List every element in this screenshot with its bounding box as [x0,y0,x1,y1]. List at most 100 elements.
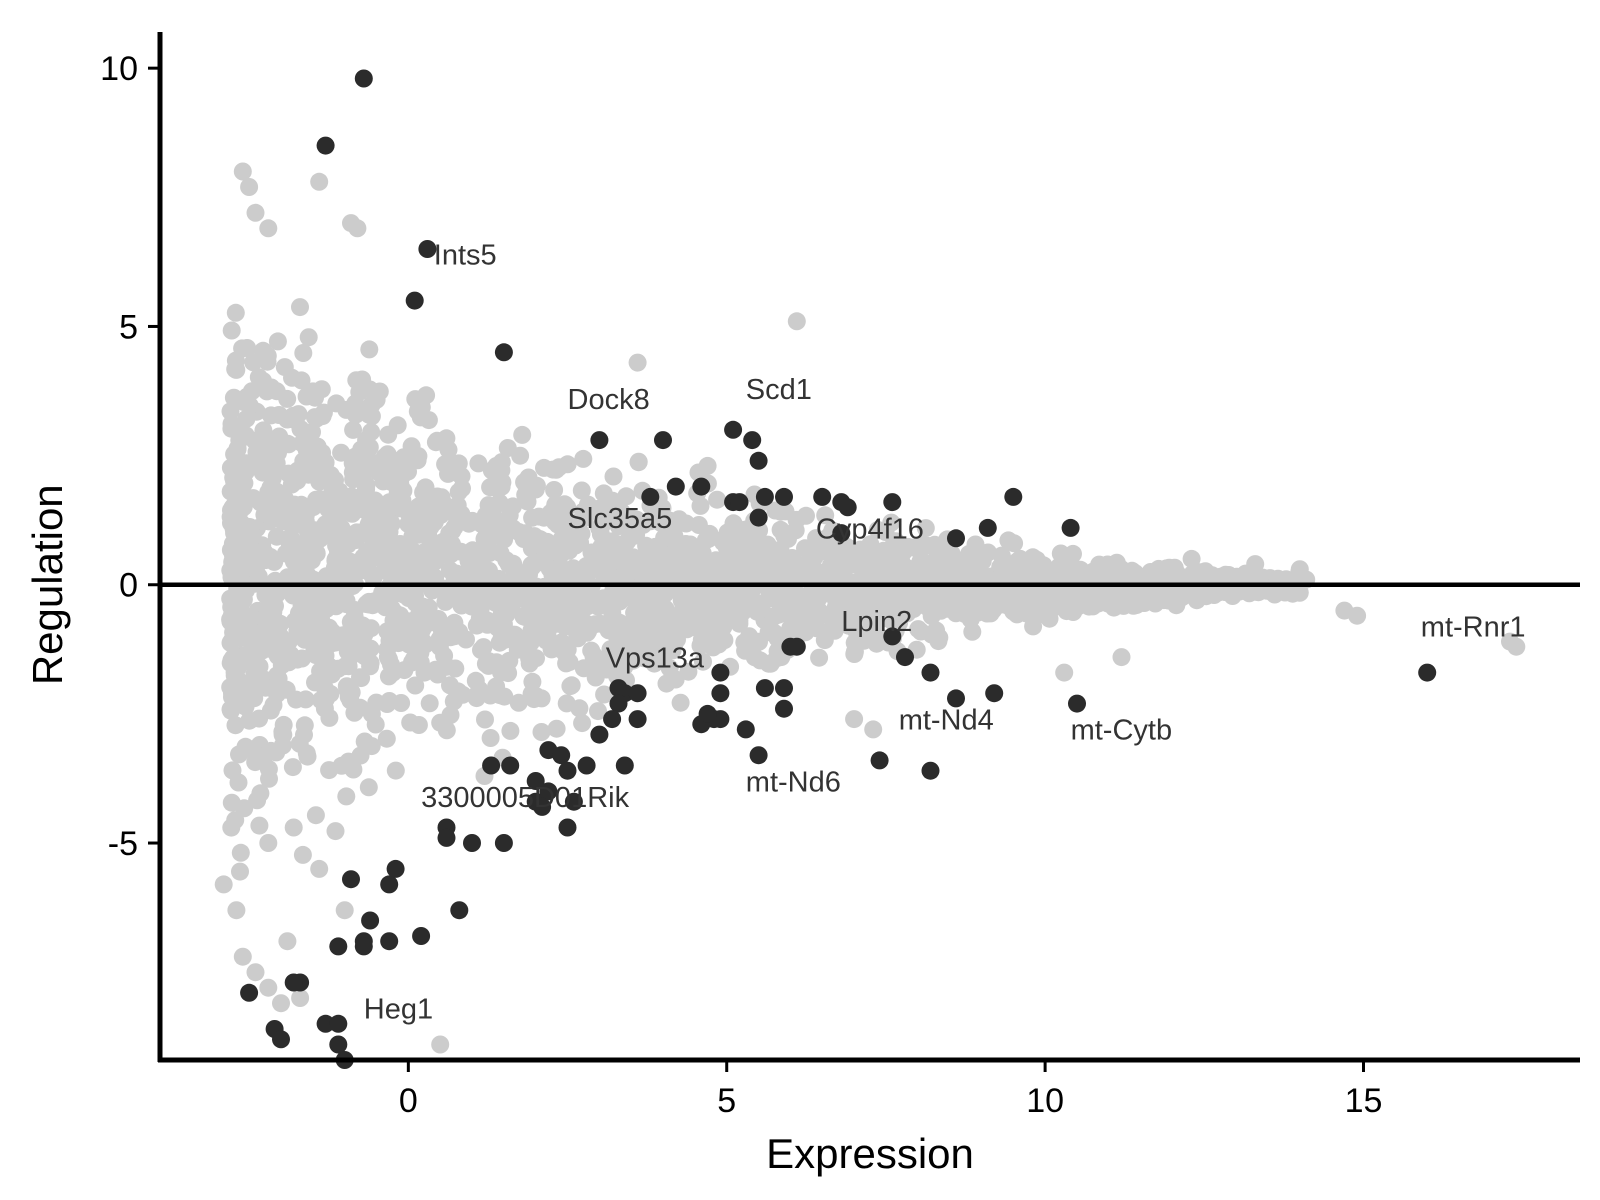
highlight-point [749,508,768,527]
background-point [294,344,313,362]
background-point [481,686,500,705]
background-point [278,389,297,408]
background-point [439,464,457,483]
background-point [629,583,648,602]
background-point [970,550,989,569]
background-point [953,554,972,573]
background-point [222,560,241,579]
highlight-point [921,663,940,682]
background-point [361,563,379,582]
background-point [227,901,246,920]
background-point [233,162,252,181]
highlight-point [1004,487,1023,506]
background-point [388,483,407,502]
highlight-point [813,487,832,506]
background-point [659,617,678,636]
background-point [329,542,347,561]
background-point [535,458,553,477]
highlight-point [724,420,743,439]
background-point [538,625,557,644]
highlight-point [533,797,552,816]
background-point [692,596,711,615]
background-point [403,653,421,672]
background-point [917,559,936,578]
background-point [1172,571,1191,590]
highlight-point [316,1014,335,1033]
background-point [469,454,488,473]
highlight-point [1068,694,1086,713]
background-point [573,714,592,733]
background-point [882,513,901,532]
highlight-point [698,704,717,723]
x-tick-label: 5 [717,1082,736,1120]
background-point [285,533,304,552]
background-point [351,617,369,636]
x-tick-label: 0 [399,1082,418,1120]
background-point [852,587,871,606]
background-point [231,460,249,478]
background-point [748,596,767,615]
background-point [231,862,249,881]
background-point [557,694,576,713]
background-point [845,710,864,729]
axes-layer [157,32,1580,1063]
background-point [291,298,309,317]
background-point [647,595,666,614]
background-point [476,710,494,729]
highlight-point [641,487,660,506]
background-point [322,665,341,684]
background-point [570,587,589,606]
background-point [359,778,378,797]
highlight-point [316,136,335,155]
highlight-points-layer [240,69,1437,1069]
background-point [224,539,243,557]
highlight-point [482,756,501,775]
background-point [362,407,381,426]
background-point [558,455,577,474]
background-point [929,632,948,651]
background-point [759,623,778,642]
background-point [316,453,335,472]
background-point [235,799,254,818]
background-point [787,312,806,331]
background-point [657,674,676,693]
background-point [416,478,435,497]
background-point [352,669,371,688]
background-point [307,409,326,428]
background-point [292,371,311,390]
background-point [771,502,790,521]
background-point [448,686,467,705]
y-tick-label: 5 [119,308,138,346]
background-point [266,481,285,500]
highlight-point [539,782,558,801]
background-point [429,610,448,628]
background-point [284,818,303,837]
background-point [310,859,329,878]
background-point [341,691,360,710]
background-point [742,526,761,545]
background-point [871,560,890,579]
background-point [889,604,908,623]
background-point [272,994,290,1013]
highlight-point [564,792,583,811]
background-point [315,471,333,490]
background-point [726,517,745,536]
highlight-point [628,710,647,729]
background-point [287,690,305,709]
background-point [490,493,509,512]
background-point [492,453,511,472]
background-point [694,652,712,671]
background-point [278,512,297,531]
background-point [310,172,329,191]
y-tick-label: 0 [119,567,138,605]
background-point [498,663,517,682]
background-point [256,585,275,604]
background-point [427,540,446,559]
background-point [999,531,1018,550]
highlight-point [654,431,672,450]
highlight-point [666,477,685,496]
background-point [810,602,829,621]
x-tick-label: 10 [1026,1082,1064,1120]
background-point [267,527,286,546]
background-point [627,596,646,615]
